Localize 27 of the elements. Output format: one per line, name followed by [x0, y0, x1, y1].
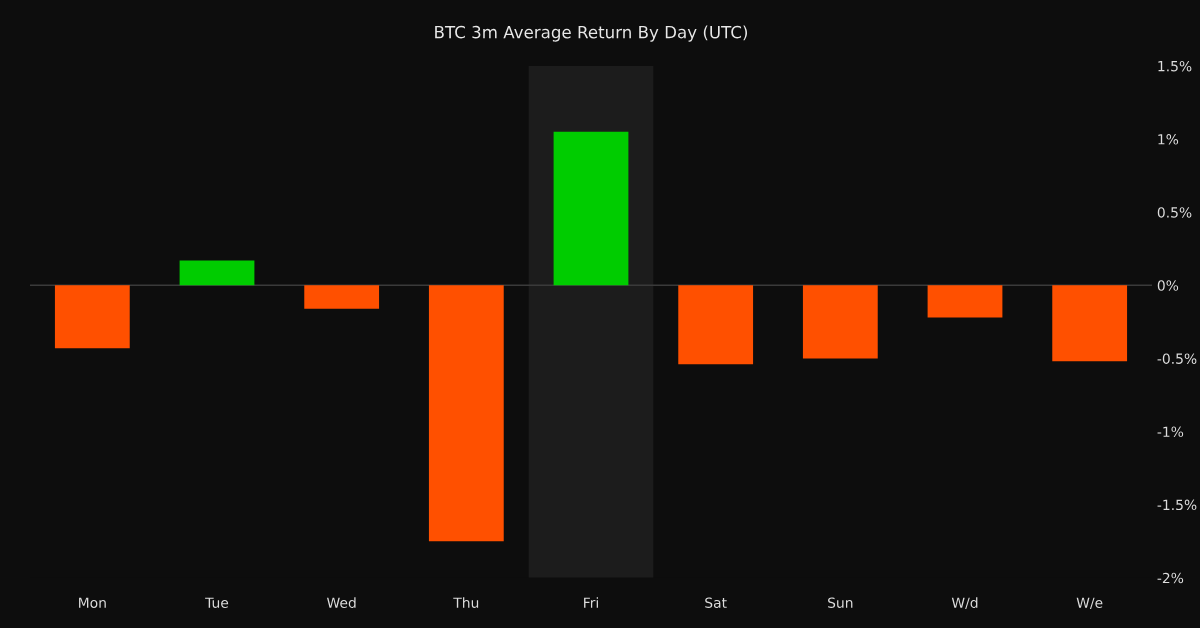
y-tick-label: -0.5% — [1157, 353, 1197, 364]
y-tick-label: 0% — [1157, 280, 1179, 291]
x-tick-label: Thu — [453, 597, 479, 608]
bar — [553, 131, 629, 286]
x-tick-label: W/d — [951, 597, 978, 610]
y-tick-label: -1.5% — [1157, 499, 1197, 511]
bar — [179, 260, 255, 286]
chart-title: BTC 3m Average Return By Day (UTC) — [435, 25, 748, 42]
x-tick-label: W/e — [1076, 597, 1103, 610]
bar — [428, 285, 504, 542]
x-tick-label: Sun — [828, 597, 853, 608]
y-tick-label: 1.5% — [1158, 60, 1192, 72]
bar — [802, 285, 878, 359]
y-tick-label: -1% — [1157, 426, 1184, 437]
bar — [927, 285, 1003, 318]
x-tick-label: Fri — [584, 597, 598, 608]
x-tick-label: Mon — [79, 597, 106, 608]
x-tick-label: Wed — [326, 597, 356, 608]
y-tick-label: 0.5% — [1157, 207, 1192, 218]
y-tick-label: -2% — [1157, 572, 1184, 584]
y-tick-label: 1% — [1158, 134, 1179, 145]
bar — [304, 285, 380, 309]
bar — [1052, 285, 1128, 362]
bar — [678, 285, 754, 365]
x-tick-label: Sat — [705, 597, 727, 608]
bar — [54, 285, 130, 349]
x-tick-label: Tue — [205, 597, 229, 608]
